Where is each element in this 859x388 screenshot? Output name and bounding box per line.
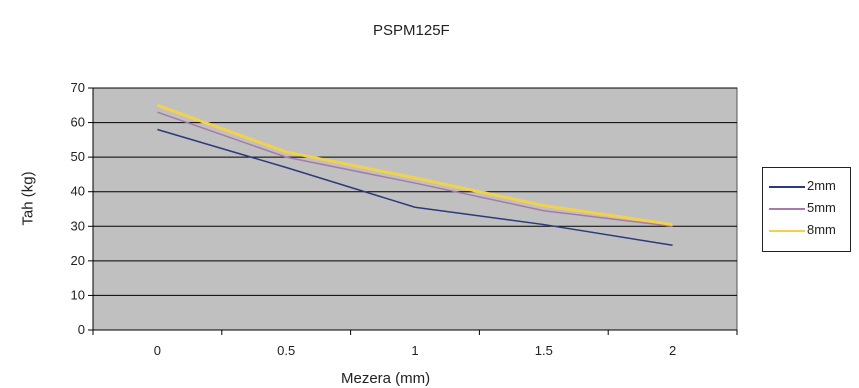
plot-background xyxy=(93,88,737,330)
y-tick-label: 60 xyxy=(71,115,85,130)
legend-label: 5mm xyxy=(807,200,836,215)
y-tick-label: 0 xyxy=(78,322,85,337)
legend-label: 8mm xyxy=(807,222,836,237)
y-tick-label: 20 xyxy=(71,253,85,268)
legend-label: 2mm xyxy=(807,178,836,193)
x-tick-label: 1.5 xyxy=(535,343,553,358)
x-tick-label: 2 xyxy=(669,343,676,358)
legend-item-5mm: 5mm xyxy=(769,200,849,216)
y-tick-label: 70 xyxy=(71,80,85,95)
x-tick-label: 0.5 xyxy=(277,343,295,358)
y-tick-label: 40 xyxy=(71,184,85,199)
legend-item-2mm: 2mm xyxy=(769,178,849,194)
legend: 2mm 5mm 8mm xyxy=(762,167,851,252)
y-tick-label: 50 xyxy=(71,149,85,164)
y-tick-label: 30 xyxy=(71,218,85,233)
y-tick-label: 10 xyxy=(71,287,85,302)
legend-swatch xyxy=(769,186,805,188)
x-tick-label: 1 xyxy=(411,343,418,358)
legend-swatch xyxy=(769,230,805,232)
x-tick-label: 0 xyxy=(154,343,161,358)
legend-swatch xyxy=(769,208,805,210)
legend-item-8mm: 8mm xyxy=(769,222,849,238)
